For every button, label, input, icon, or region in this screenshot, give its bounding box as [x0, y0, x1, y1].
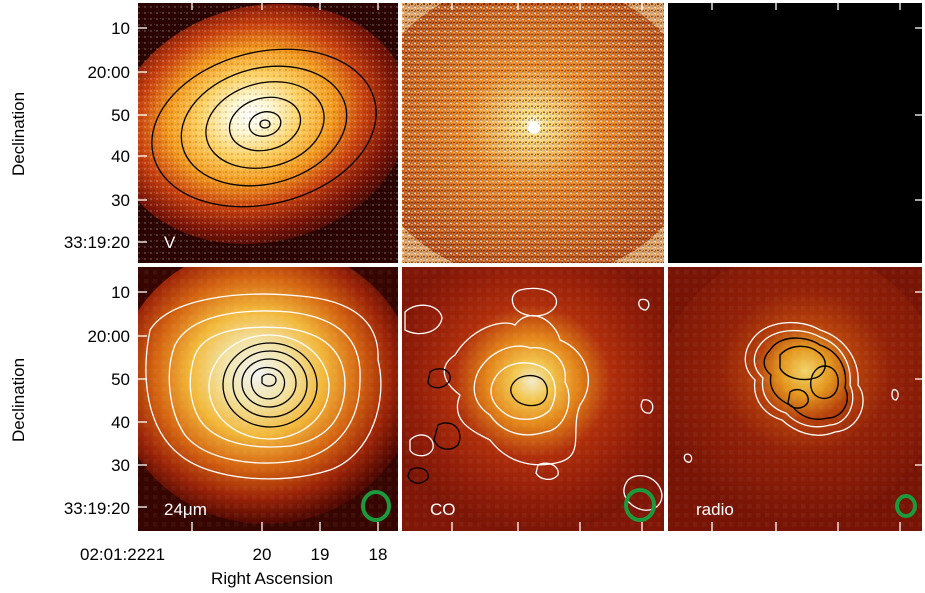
beam-co	[624, 488, 656, 522]
y-axis-title-bottom: Declination	[9, 358, 28, 442]
panel-label-radio: radio	[696, 500, 734, 519]
y-tick-label: 30	[111, 456, 130, 475]
y-tick-label: 30	[111, 191, 130, 210]
v-contours	[151, 48, 377, 208]
x-tick-label: 20	[253, 545, 272, 564]
x-axis-title: Right Ascension	[211, 569, 333, 588]
panel-empty	[667, 2, 923, 264]
x-tick-labels: 02:01:2221 20 19 18	[80, 545, 387, 564]
x-tick-label: 19	[311, 545, 330, 564]
y-tick-label: 40	[111, 147, 130, 166]
x-tick-label: 02:01:2221	[80, 545, 165, 564]
y-tick-label: 33:19:20	[64, 499, 130, 518]
panel-label-v: V	[164, 233, 176, 252]
panel-label-co: CO	[430, 500, 456, 519]
co-contours-black	[407, 368, 548, 484]
y-tick-label: 50	[111, 370, 130, 389]
beam-radio	[895, 494, 917, 518]
y-tick-label: 10	[111, 19, 130, 38]
tick-marks	[137, 2, 923, 532]
panel-noise-map	[401, 2, 665, 264]
y-tick-label: 20:00	[87, 63, 130, 82]
y-tick-label: 33:19:20	[64, 233, 130, 252]
radio-contours-white	[683, 321, 899, 463]
y-tick-label: 20:00	[87, 327, 130, 346]
y-tick-label: 10	[111, 283, 130, 302]
co-contours-white	[404, 287, 663, 511]
x-tick-label: 18	[369, 545, 388, 564]
y-tick-label: 50	[111, 106, 130, 125]
panel-co	[401, 266, 665, 532]
radio-contours-black	[763, 337, 848, 420]
y-tick-labels-bottom: 10 20:00 50 40 30 33:19:20	[64, 283, 130, 518]
y-tick-label: 40	[111, 413, 130, 432]
beam-markers	[361, 488, 917, 522]
panel-v-band	[137, 2, 399, 264]
panel-24um	[137, 266, 399, 532]
y-axis-title-top: Declination	[9, 92, 28, 176]
panel-radio	[667, 266, 923, 532]
y-tick-labels-top: 10 20:00 50 40 30 33:19:20	[64, 19, 130, 252]
24um-contours-black	[222, 342, 318, 428]
24um-contours-white	[145, 293, 382, 480]
panel-frames	[136, 1, 924, 533]
beam-24um	[361, 490, 391, 522]
panel-label-24um: 24μm	[164, 500, 207, 519]
